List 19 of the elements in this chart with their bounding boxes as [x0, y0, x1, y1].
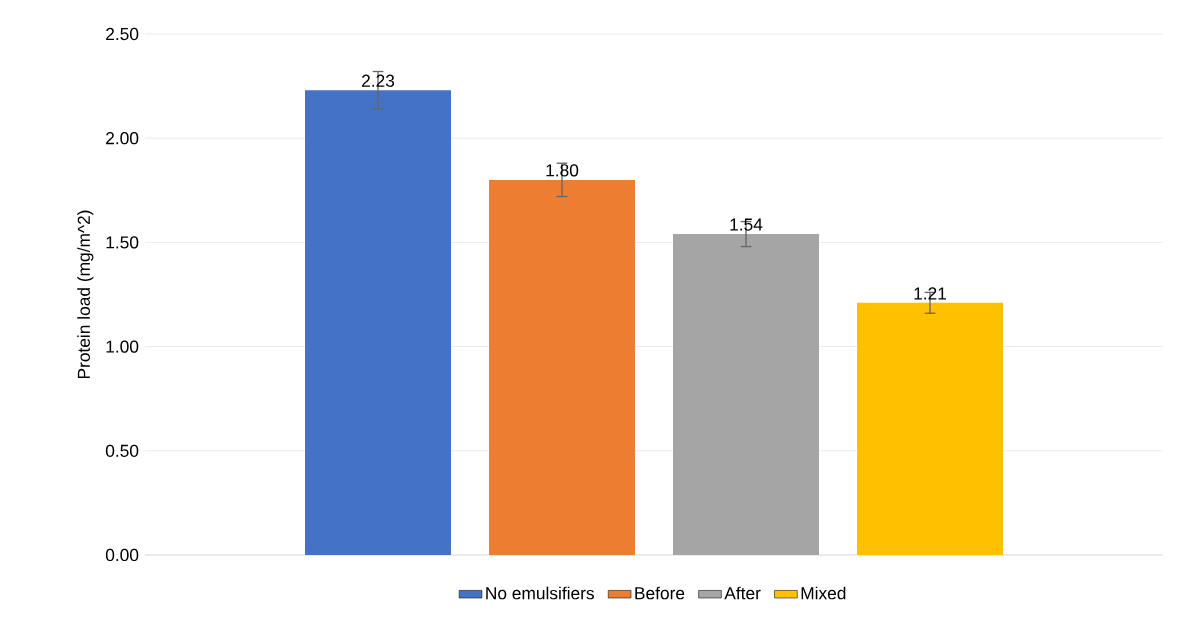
y-tick-label: 2.00 — [106, 132, 139, 145]
y-tick-label: 2.50 — [106, 27, 139, 41]
legend-label: No emulsifiers — [486, 586, 595, 600]
bar — [857, 302, 1003, 555]
legend-label: After — [724, 586, 761, 600]
data-label: 1.80 — [546, 164, 579, 177]
legend-label: Mixed — [801, 586, 846, 600]
legend-label: Before — [635, 586, 685, 600]
bar — [305, 90, 452, 555]
y-tick-label: 0.00 — [105, 548, 139, 562]
y-tick-label: 0.50 — [105, 444, 139, 457]
bar — [489, 179, 636, 555]
bar — [673, 234, 819, 555]
y-tick-label: 1.00 — [106, 340, 139, 353]
data-label: 2.23 — [362, 74, 395, 87]
y-tick-label: 1.50 — [106, 236, 139, 249]
y-axis-title: Protein load (mg/m^2) — [77, 210, 94, 379]
data-label: 1.54 — [730, 218, 763, 231]
data-label: 1.21 — [914, 287, 947, 300]
